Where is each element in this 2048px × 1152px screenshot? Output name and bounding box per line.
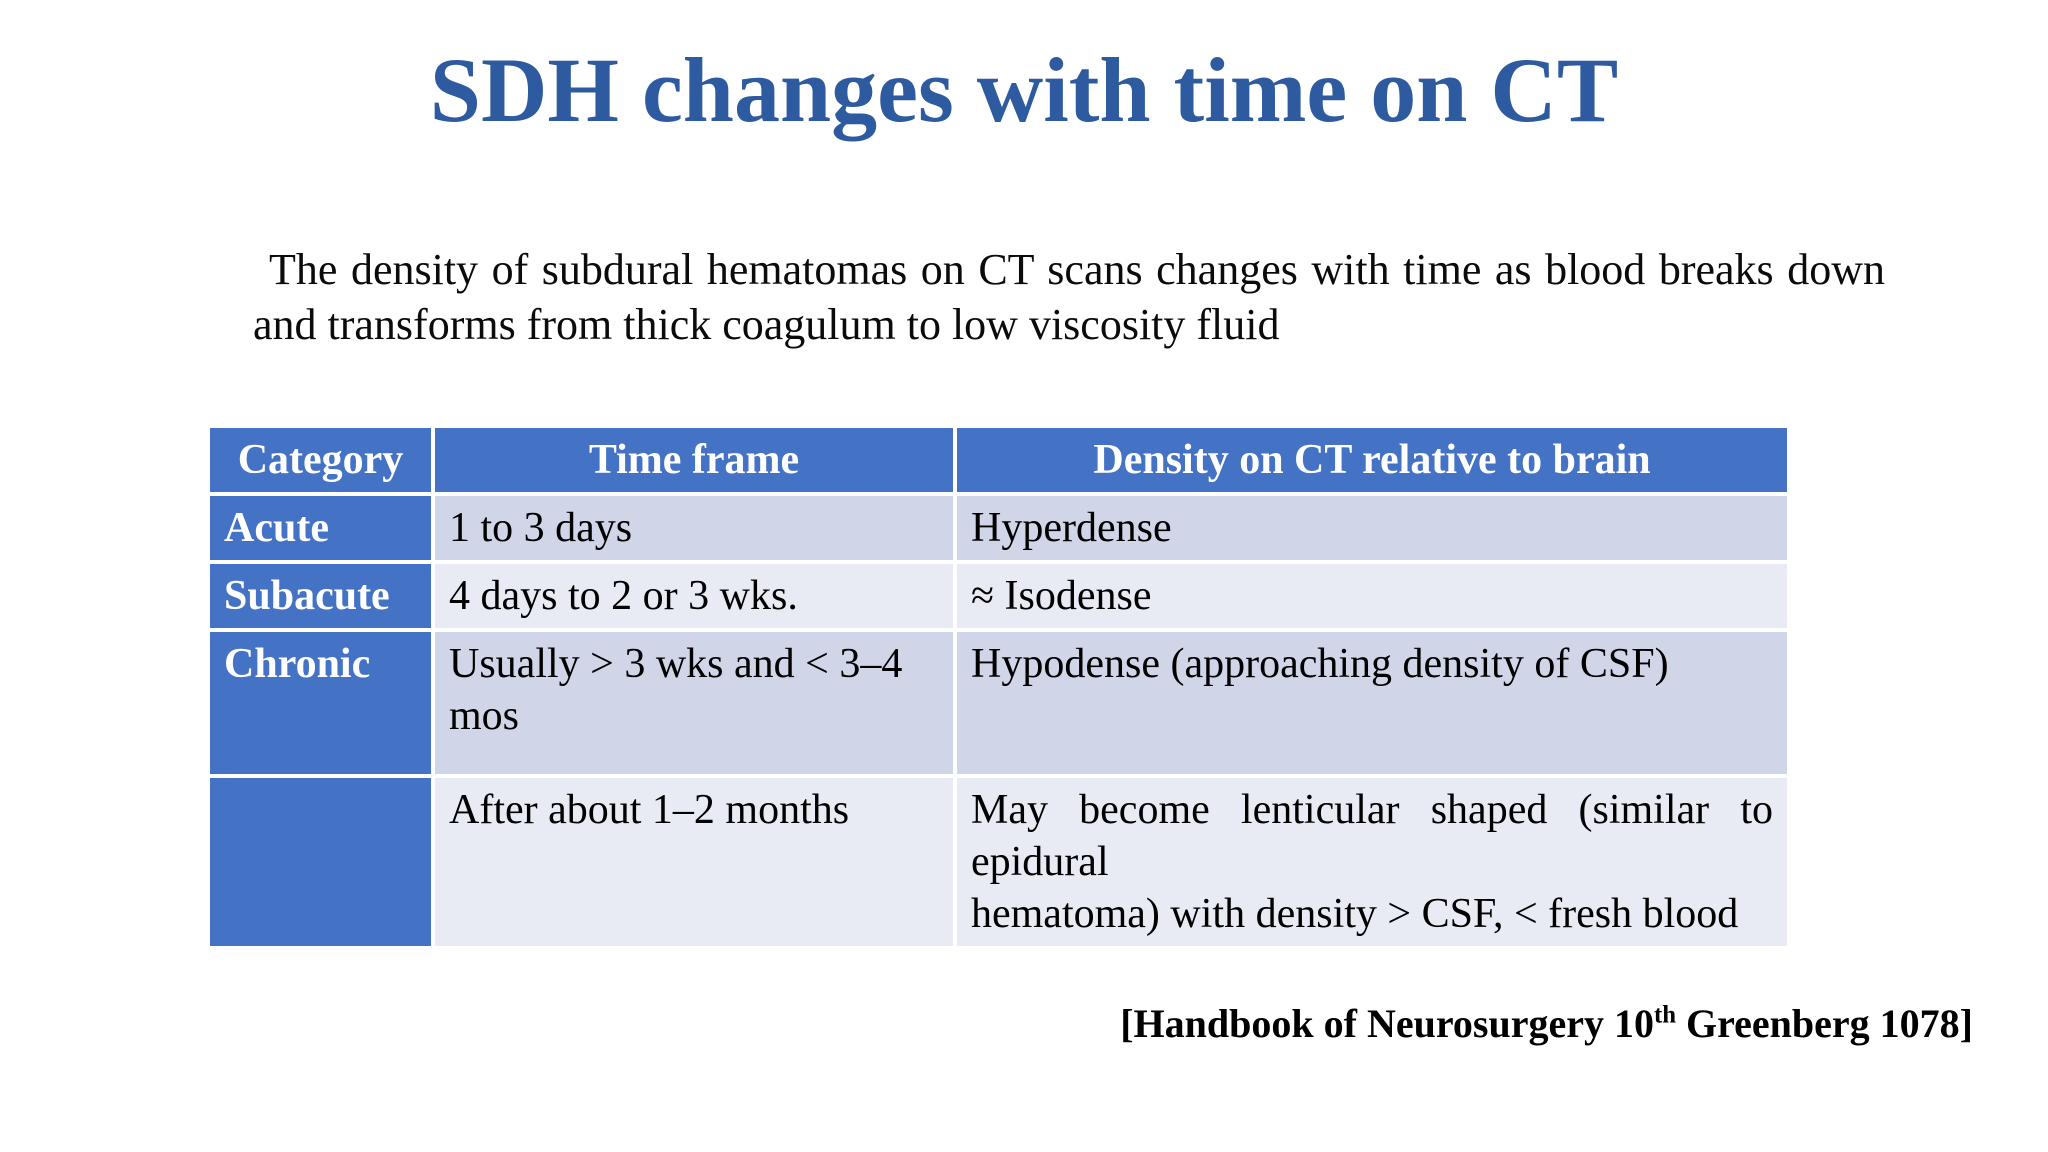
cell-timeframe-late: After about 1–2 months bbox=[433, 776, 955, 949]
cell-timeframe-acute: 1 to 3 days bbox=[433, 494, 955, 563]
citation-prefix: [Handbook of Neurosurgery 10 bbox=[1120, 1001, 1654, 1046]
cell-density-subacute: ≈ Isodense bbox=[955, 562, 1789, 631]
density-late-line-2: hematoma) with density > CSF, < fresh bl… bbox=[971, 891, 1739, 938]
cell-density-late: May become lenticular shaped (similar to… bbox=[955, 776, 1789, 949]
cell-category-subacute: Subacute bbox=[208, 562, 433, 631]
cell-category-chronic: Chronic bbox=[208, 630, 433, 777]
table-row-chronic: Chronic Usually > 3 wks and < 3–4 mos Hy… bbox=[208, 630, 1789, 777]
page-title: SDH changes with time on CT bbox=[429, 39, 1619, 141]
cell-density-chronic: Hypodense (approaching density of CSF) bbox=[955, 630, 1789, 777]
table-row-acute: Acute 1 to 3 days Hyperdense bbox=[208, 494, 1789, 563]
table-row-late-chronic: After about 1–2 months May become lentic… bbox=[208, 776, 1789, 949]
table-header-row: Category Time frame Density on CT relati… bbox=[208, 426, 1789, 495]
cell-density-acute: Hyperdense bbox=[955, 494, 1789, 563]
citation: [Handbook of Neurosurgery 10th Greenberg… bbox=[1120, 1000, 1973, 1047]
sdh-density-table: Category Time frame Density on CT relati… bbox=[208, 426, 1789, 949]
header-density: Density on CT relative to brain bbox=[955, 426, 1789, 495]
citation-suffix: Greenberg 1078] bbox=[1676, 1001, 1973, 1046]
cell-category-acute: Acute bbox=[208, 494, 433, 563]
cell-timeframe-subacute: 4 days to 2 or 3 wks. bbox=[433, 562, 955, 631]
density-late-line-1: May become lenticular shaped (similar to… bbox=[971, 787, 1773, 886]
cell-timeframe-chronic: Usually > 3 wks and < 3–4 mos bbox=[433, 630, 955, 777]
cell-category-empty bbox=[208, 776, 433, 949]
table-row-subacute: Subacute 4 days to 2 or 3 wks. ≈ Isodens… bbox=[208, 562, 1789, 631]
intro-paragraph: The density of subdural hematomas on CT … bbox=[253, 242, 1885, 352]
intro-line-2: and transforms from thick coagulum to lo… bbox=[253, 300, 1280, 349]
intro-line-1: The density of subdural hematomas on CT … bbox=[269, 245, 1885, 294]
citation-superscript: th bbox=[1653, 1001, 1677, 1029]
header-time-frame: Time frame bbox=[433, 426, 955, 495]
header-category: Category bbox=[208, 426, 433, 495]
